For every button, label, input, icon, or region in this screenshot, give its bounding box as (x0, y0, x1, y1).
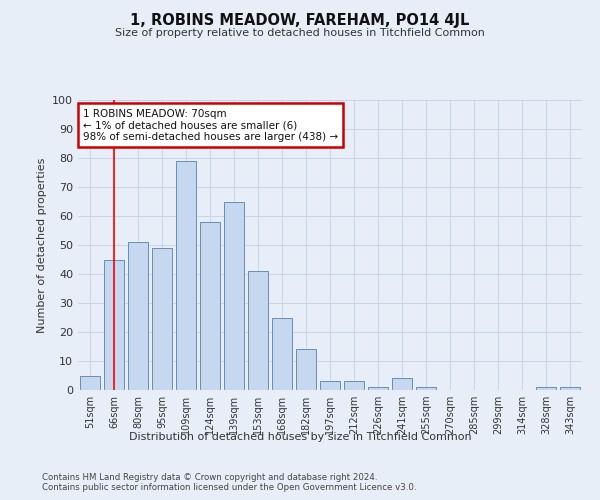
Bar (320, 382, 340, 390)
Text: 1 ROBINS MEADOW: 70sqm
← 1% of detached houses are smaller (6)
98% of semi-detac: 1 ROBINS MEADOW: 70sqm ← 1% of detached … (83, 108, 338, 142)
Bar (152, 248, 172, 390)
Bar (248, 271, 268, 390)
Bar (224, 202, 244, 390)
Bar (200, 222, 220, 390)
Bar (560, 387, 580, 390)
Bar (368, 387, 388, 390)
Bar (272, 318, 292, 390)
Text: Distribution of detached houses by size in Titchfield Common: Distribution of detached houses by size … (128, 432, 472, 442)
Bar (344, 382, 364, 390)
Text: 1, ROBINS MEADOW, FAREHAM, PO14 4JL: 1, ROBINS MEADOW, FAREHAM, PO14 4JL (130, 12, 470, 28)
Bar (176, 161, 196, 390)
Bar (416, 387, 436, 390)
Bar (536, 387, 556, 390)
Bar (104, 260, 124, 390)
Bar (128, 242, 148, 390)
Text: Contains public sector information licensed under the Open Government Licence v3: Contains public sector information licen… (42, 484, 416, 492)
Y-axis label: Number of detached properties: Number of detached properties (37, 158, 47, 332)
Text: Size of property relative to detached houses in Titchfield Common: Size of property relative to detached ho… (115, 28, 485, 38)
Bar (80, 376, 100, 390)
Bar (392, 378, 412, 390)
Text: Contains HM Land Registry data © Crown copyright and database right 2024.: Contains HM Land Registry data © Crown c… (42, 472, 377, 482)
Bar (296, 350, 316, 390)
